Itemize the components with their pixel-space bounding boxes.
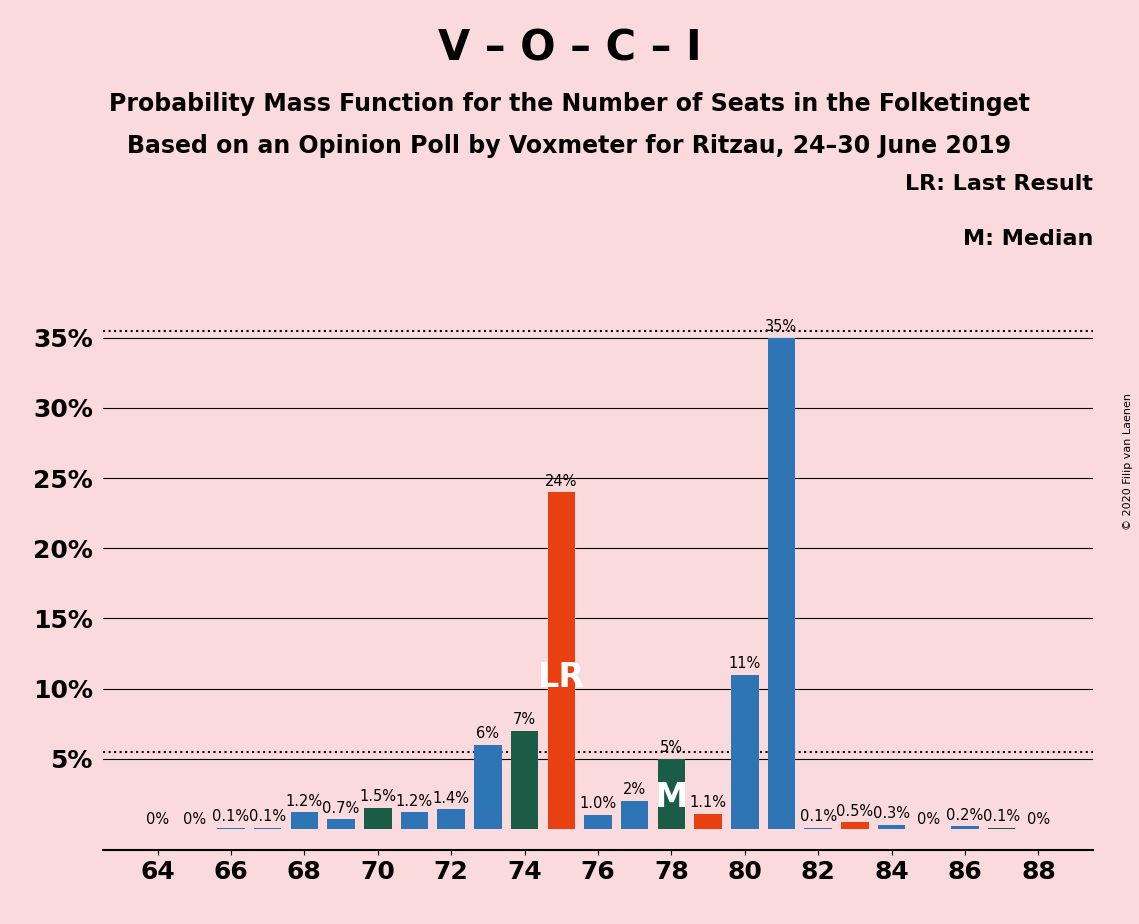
Bar bbox=[695, 814, 722, 829]
Bar bbox=[621, 801, 648, 829]
Bar bbox=[584, 815, 612, 829]
Bar bbox=[878, 825, 906, 829]
Bar bbox=[548, 492, 575, 829]
Text: 2%: 2% bbox=[623, 783, 646, 797]
Text: 5%: 5% bbox=[659, 740, 683, 755]
Text: 0.1%: 0.1% bbox=[800, 809, 837, 824]
Bar bbox=[290, 812, 318, 829]
Text: 0.3%: 0.3% bbox=[874, 807, 910, 821]
Text: M: Median: M: Median bbox=[964, 229, 1093, 249]
Bar bbox=[474, 745, 501, 829]
Text: Based on an Opinion Poll by Voxmeter for Ritzau, 24–30 June 2019: Based on an Opinion Poll by Voxmeter for… bbox=[128, 134, 1011, 158]
Text: 0.1%: 0.1% bbox=[249, 809, 286, 824]
Bar bbox=[364, 808, 392, 829]
Bar bbox=[731, 675, 759, 829]
Text: 1.0%: 1.0% bbox=[580, 796, 616, 811]
Text: LR: Last Result: LR: Last Result bbox=[906, 174, 1093, 194]
Text: 0.1%: 0.1% bbox=[212, 809, 249, 824]
Text: 6%: 6% bbox=[476, 726, 499, 741]
Text: 0.2%: 0.2% bbox=[947, 808, 984, 822]
Bar bbox=[327, 820, 355, 829]
Text: LR: LR bbox=[538, 661, 584, 694]
Text: Probability Mass Function for the Number of Seats in the Folketinget: Probability Mass Function for the Number… bbox=[109, 92, 1030, 116]
Bar bbox=[988, 828, 1016, 829]
Bar bbox=[804, 828, 831, 829]
Bar bbox=[401, 812, 428, 829]
Text: 11%: 11% bbox=[729, 656, 761, 671]
Bar bbox=[254, 828, 281, 829]
Text: 0%: 0% bbox=[146, 812, 169, 827]
Bar bbox=[768, 338, 795, 829]
Text: 1.2%: 1.2% bbox=[396, 794, 433, 808]
Text: 0%: 0% bbox=[917, 812, 940, 827]
Bar bbox=[218, 828, 245, 829]
Bar bbox=[841, 822, 869, 829]
Bar bbox=[951, 826, 978, 829]
Text: 35%: 35% bbox=[765, 320, 797, 334]
Bar bbox=[657, 759, 686, 829]
Text: 0%: 0% bbox=[1027, 812, 1050, 827]
Text: M: M bbox=[655, 781, 688, 814]
Text: 1.5%: 1.5% bbox=[359, 789, 396, 805]
Text: © 2020 Filip van Laenen: © 2020 Filip van Laenen bbox=[1123, 394, 1133, 530]
Text: 0.1%: 0.1% bbox=[983, 809, 1021, 824]
Text: 0.7%: 0.7% bbox=[322, 801, 360, 816]
Text: 1.2%: 1.2% bbox=[286, 794, 323, 808]
Text: 7%: 7% bbox=[513, 712, 536, 727]
Text: 24%: 24% bbox=[546, 474, 577, 489]
Text: V – O – C – I: V – O – C – I bbox=[437, 28, 702, 69]
Bar bbox=[510, 731, 539, 829]
Text: 1.4%: 1.4% bbox=[433, 791, 469, 806]
Bar bbox=[437, 809, 465, 829]
Text: 0.5%: 0.5% bbox=[836, 804, 874, 819]
Text: 1.1%: 1.1% bbox=[689, 795, 727, 810]
Text: 0%: 0% bbox=[182, 812, 206, 827]
